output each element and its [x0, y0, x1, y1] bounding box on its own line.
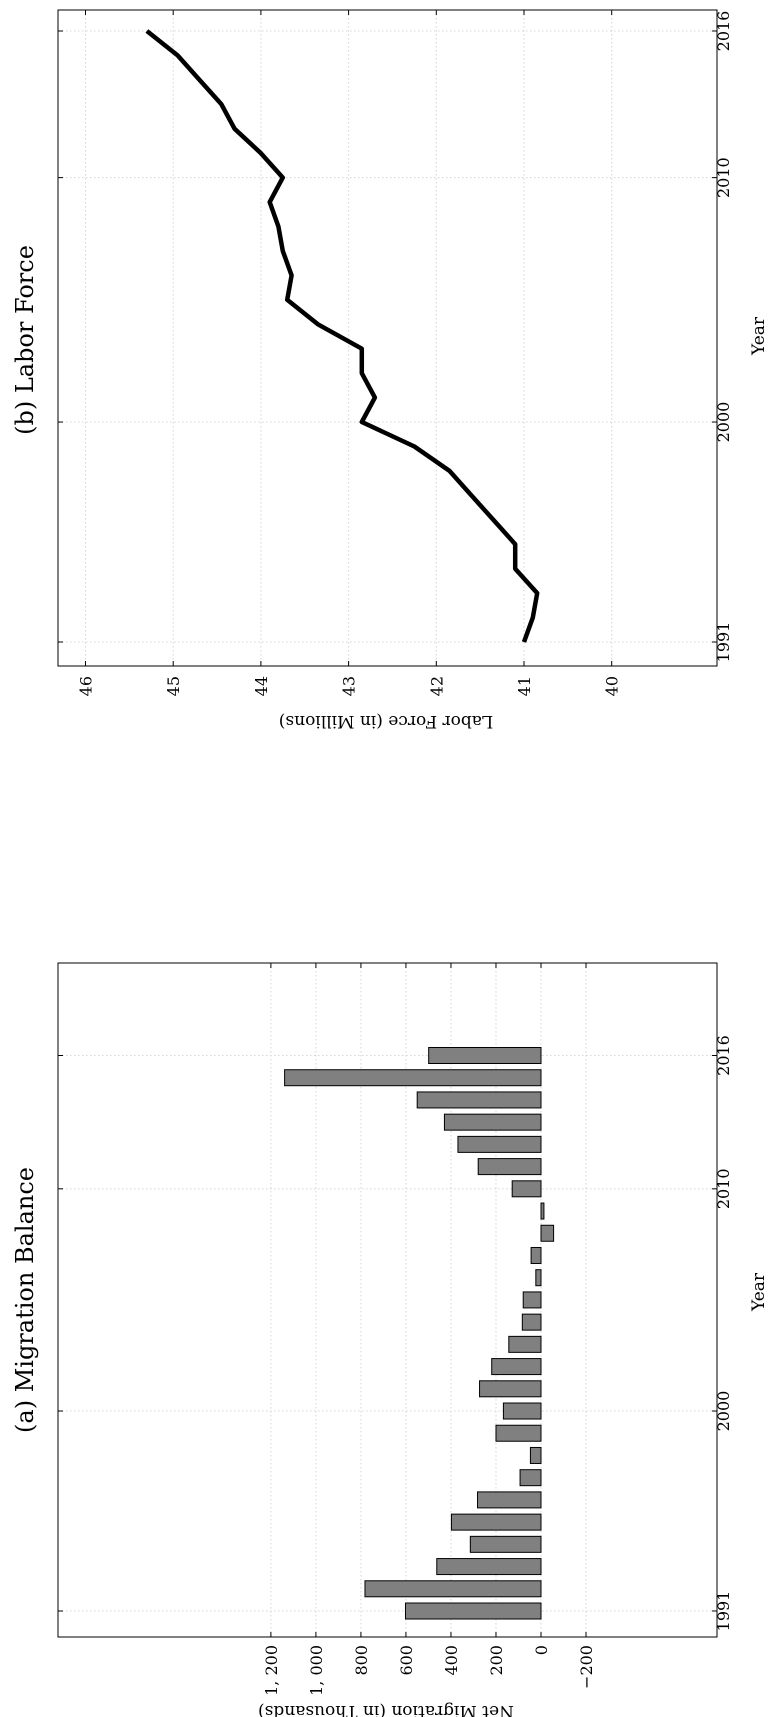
migration-bar — [519, 1469, 542, 1487]
labor-y-axis-label: Labor Force (in Millions) — [279, 711, 493, 731]
migration-bar — [479, 1380, 542, 1398]
migration-year-tick-label: 1991 — [714, 1591, 733, 1632]
labor-value-tick-label: 41 — [515, 676, 534, 696]
migration-value-tick-label: 0 — [532, 1645, 551, 1655]
migration-value-tick-label: 1, 200 — [262, 1645, 281, 1696]
labor-x-axis-label: Year — [749, 316, 768, 356]
labor-year-tick-label: 2016 — [714, 11, 733, 52]
migration-plot-frame — [57, 962, 718, 1638]
migration-chart-title: (a) Migration Balance — [11, 1167, 39, 1433]
migration-bar — [284, 1069, 542, 1087]
migration-bar — [529, 1446, 542, 1464]
migration-bars — [284, 1047, 555, 1620]
migration-value-tick-label: 400 — [442, 1645, 461, 1676]
labor-value-tick-label: 43 — [340, 676, 359, 696]
migration-gridlines — [58, 963, 717, 1637]
migration-y-axis-label: Net Migration (in Thousands) — [258, 1701, 514, 1717]
labor-value-tick-label: 46 — [77, 676, 96, 696]
migration-value-tick-label: 800 — [352, 1645, 371, 1676]
migration-bar — [457, 1135, 542, 1153]
labor-line-layer — [145, 29, 540, 643]
migration-value-tick-label: 1, 000 — [307, 1645, 326, 1696]
migration-bar — [450, 1513, 542, 1531]
migration-bar — [530, 1246, 542, 1264]
labor-value-tick-label: 40 — [603, 676, 622, 696]
migration-bar — [477, 1491, 542, 1509]
labor-year-tick-label: 2010 — [714, 157, 733, 198]
migration-bar — [540, 1224, 555, 1242]
migration-year-tick-label: 2000 — [714, 1391, 733, 1432]
migration-bar — [540, 1202, 545, 1220]
migration-value-tick-label: 200 — [487, 1645, 506, 1676]
migration-bar — [364, 1580, 542, 1598]
labor-year-tick-label: 2000 — [714, 402, 733, 443]
migration-bar — [428, 1047, 542, 1064]
migration-bar — [404, 1602, 542, 1620]
migration-bar — [522, 1291, 542, 1309]
migration-year-tick-label: 2016 — [714, 1035, 733, 1076]
labor-ticks: 40 41 42 43 44 45 46 1991 2000 2010 2016 — [58, 10, 733, 696]
migration-bar — [508, 1335, 542, 1353]
migration-x-axis-label: Year — [749, 1272, 768, 1312]
migration-bar — [502, 1402, 542, 1420]
migration-bar — [535, 1269, 542, 1287]
labor-value-tick-label: 42 — [427, 676, 446, 696]
migration-bar — [436, 1558, 542, 1576]
migration-ticks: −200 0 200 400 600 800 1, 000 1, 200 1991 2000 201… — [58, 963, 733, 1696]
labor-chart-title: (b) Labor Force — [11, 245, 39, 435]
migration-bar — [491, 1358, 542, 1376]
migration-bar — [443, 1113, 542, 1131]
labor-plot-frame — [57, 9, 718, 667]
migration-bar — [521, 1313, 542, 1331]
labor-year-tick-label: 1991 — [714, 622, 733, 663]
labor-gridlines — [58, 10, 717, 666]
migration-value-tick-label: 600 — [397, 1645, 416, 1676]
labor-value-tick-label: 45 — [164, 676, 183, 696]
labor-force-chart: 40 41 42 43 44 45 46 1991 2000 2010 2016 (b) Labor… — [11, 9, 768, 731]
labor-force-line — [145, 29, 540, 643]
migration-value-tick-label: −200 — [577, 1645, 596, 1689]
labor-value-tick-label: 44 — [252, 676, 271, 696]
migration-bar — [469, 1535, 542, 1553]
migration-bar — [495, 1424, 542, 1442]
migration-year-tick-label: 2010 — [714, 1168, 733, 1209]
migration-bar — [477, 1158, 542, 1176]
migration-bar — [511, 1180, 542, 1198]
migration-bar — [416, 1091, 542, 1109]
migration-balance-chart: −200 0 200 400 600 800 1, 000 1, 200 1991 2000 201… — [11, 962, 768, 1717]
